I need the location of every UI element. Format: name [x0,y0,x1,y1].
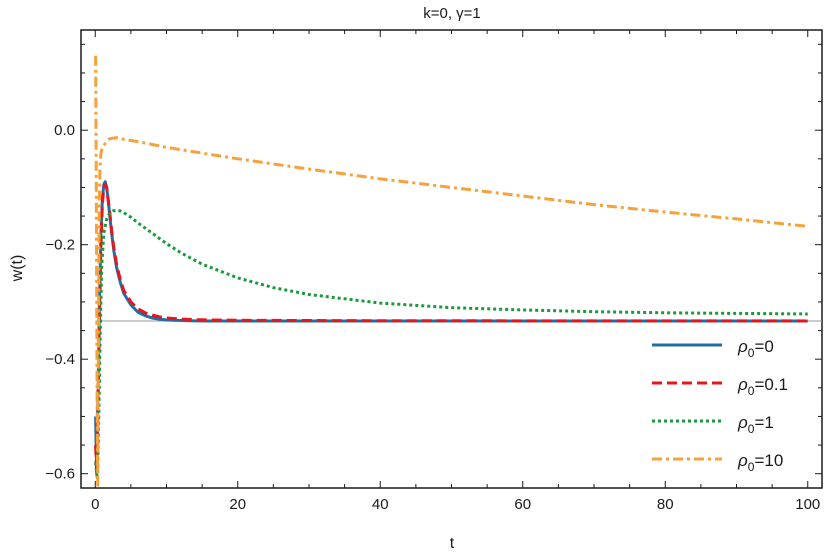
legend-value: =0.1 [754,375,788,394]
legend-symbol: ρ [737,337,748,356]
axis-group: 0 20 40 60 80 100 0.0 −0.2 −0.4 −0.6 [45,30,822,513]
legend-value: =1 [754,413,773,432]
x-tick-label: 100 [795,496,820,513]
legend-label-3: ρ0=10 [737,451,783,474]
series-line-1 [94,183,808,476]
y-tick-label: 0.0 [54,122,75,139]
chart-title: k=0, γ=1 [423,5,481,22]
series-line-2 [94,208,808,481]
legend-subscript: 0 [748,346,755,360]
x-axis-label: t [450,535,455,552]
legend-symbol: ρ [737,413,748,432]
plot-frame [80,29,823,489]
series-line-0 [94,180,808,476]
y-tick-label: −0.6 [45,466,75,483]
plot-border [80,29,823,489]
legend-symbol: ρ [737,375,748,394]
legend-label-0: ρ0=0 [737,337,774,360]
legend-subscript: 0 [748,460,755,474]
legend: ρ0=0ρ0=0.1ρ0=1ρ0=10 [652,337,788,474]
legend-value: =10 [754,451,783,470]
y-axis-label: w(t) [9,255,26,283]
legend-value: =0 [754,337,773,356]
y-tick-label: −0.2 [45,237,75,254]
x-tick-label: 20 [229,496,246,513]
x-tick-label: 40 [372,496,389,513]
y-tick-label: −0.4 [45,351,75,368]
x-tick-label: 0 [91,496,99,513]
series-group [94,55,808,487]
legend-label-2: ρ0=1 [737,413,774,436]
legend-subscript: 0 [748,384,755,398]
legend-subscript: 0 [748,422,755,436]
x-tick-label: 60 [514,496,531,513]
legend-label-1: ρ0=0.1 [737,375,788,398]
x-tick-label: 80 [657,496,674,513]
legend-symbol: ρ [737,451,748,470]
series-line-3 [94,55,808,487]
